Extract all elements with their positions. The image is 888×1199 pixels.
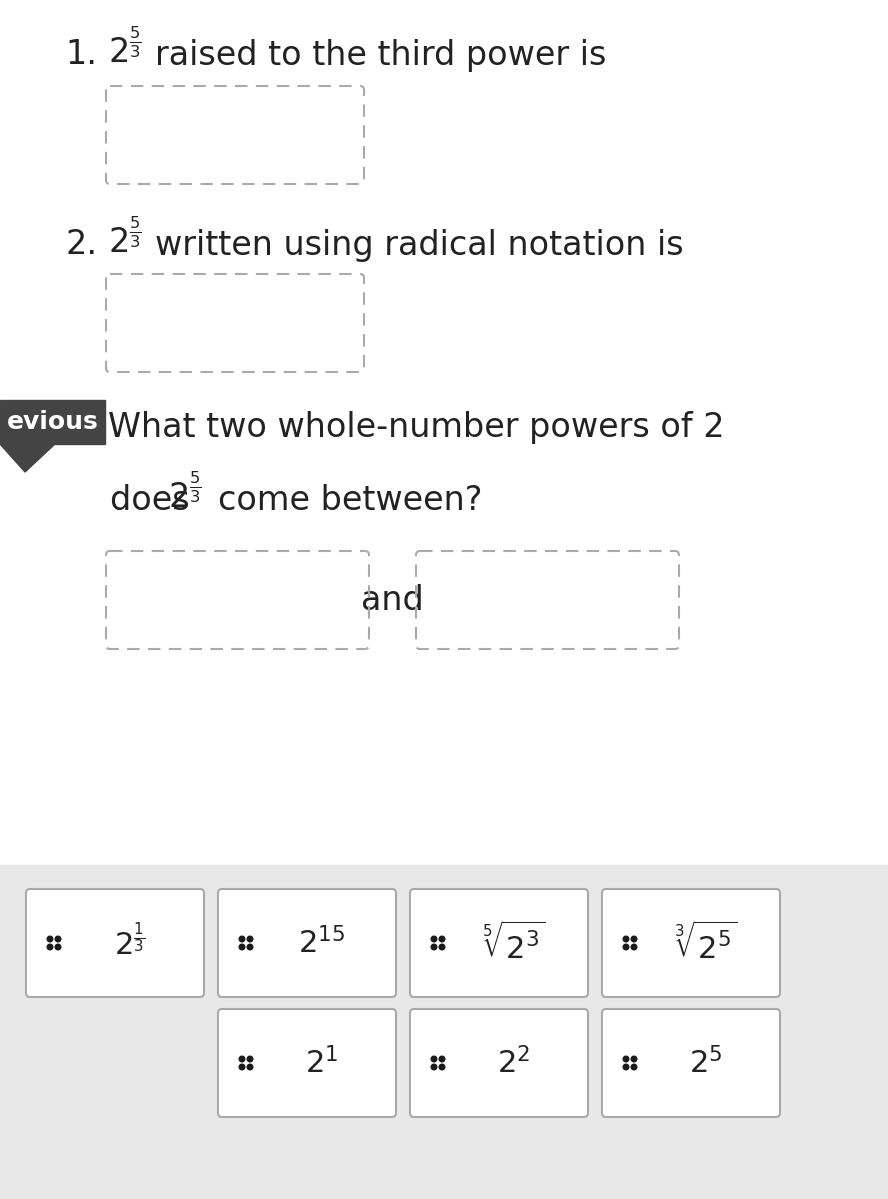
Circle shape <box>247 1056 253 1062</box>
Text: What two whole-number powers of 2: What two whole-number powers of 2 <box>108 411 725 445</box>
Circle shape <box>47 936 52 941</box>
Text: raised to the third power is: raised to the third power is <box>155 38 607 72</box>
Bar <box>0 0 888 864</box>
Circle shape <box>47 944 52 950</box>
Circle shape <box>239 1056 245 1062</box>
Text: $2^1$: $2^1$ <box>305 1047 338 1079</box>
Circle shape <box>631 1056 637 1062</box>
FancyBboxPatch shape <box>410 888 588 998</box>
Circle shape <box>440 944 445 950</box>
Circle shape <box>631 936 637 941</box>
Text: $\sqrt[5]{2^3}$: $\sqrt[5]{2^3}$ <box>482 922 546 964</box>
Circle shape <box>239 1065 245 1070</box>
Circle shape <box>623 936 629 941</box>
Text: 2.: 2. <box>65 229 97 261</box>
Text: $2^5$: $2^5$ <box>689 1047 723 1079</box>
Circle shape <box>55 944 60 950</box>
Circle shape <box>432 1056 437 1062</box>
Circle shape <box>623 944 629 950</box>
Text: $\sqrt[3]{2^5}$: $\sqrt[3]{2^5}$ <box>674 922 738 964</box>
Circle shape <box>247 936 253 941</box>
Text: written using radical notation is: written using radical notation is <box>155 229 684 261</box>
Circle shape <box>55 936 60 941</box>
Text: $2^{\frac{1}{3}}$: $2^{\frac{1}{3}}$ <box>115 924 146 962</box>
Circle shape <box>432 936 437 941</box>
Text: come between?: come between? <box>218 483 482 517</box>
Circle shape <box>631 944 637 950</box>
Circle shape <box>623 1065 629 1070</box>
Circle shape <box>440 1065 445 1070</box>
Circle shape <box>247 1065 253 1070</box>
Circle shape <box>239 944 245 950</box>
Circle shape <box>631 1065 637 1070</box>
Text: $2^2$: $2^2$ <box>497 1047 531 1079</box>
Circle shape <box>623 1056 629 1062</box>
FancyBboxPatch shape <box>602 1010 780 1117</box>
Text: does: does <box>110 483 201 517</box>
FancyBboxPatch shape <box>218 888 396 998</box>
Circle shape <box>432 944 437 950</box>
FancyBboxPatch shape <box>410 1010 588 1117</box>
Text: and: and <box>361 584 424 616</box>
FancyBboxPatch shape <box>602 888 780 998</box>
Bar <box>0 400 105 444</box>
Circle shape <box>440 936 445 941</box>
FancyBboxPatch shape <box>26 888 204 998</box>
Circle shape <box>440 1056 445 1062</box>
Bar <box>0 864 888 1199</box>
Text: $2^{\frac{5}{3}}$: $2^{\frac{5}{3}}$ <box>108 30 142 70</box>
Text: $2^{\frac{5}{3}}$: $2^{\frac{5}{3}}$ <box>168 475 202 516</box>
FancyBboxPatch shape <box>218 1010 396 1117</box>
Circle shape <box>432 1065 437 1070</box>
Circle shape <box>239 936 245 941</box>
Text: $2^{15}$: $2^{15}$ <box>298 927 345 959</box>
Text: $2^{\frac{5}{3}}$: $2^{\frac{5}{3}}$ <box>108 219 142 260</box>
Circle shape <box>247 944 253 950</box>
Text: evious: evious <box>7 410 99 434</box>
Text: 1.: 1. <box>65 38 97 72</box>
Polygon shape <box>0 444 55 472</box>
